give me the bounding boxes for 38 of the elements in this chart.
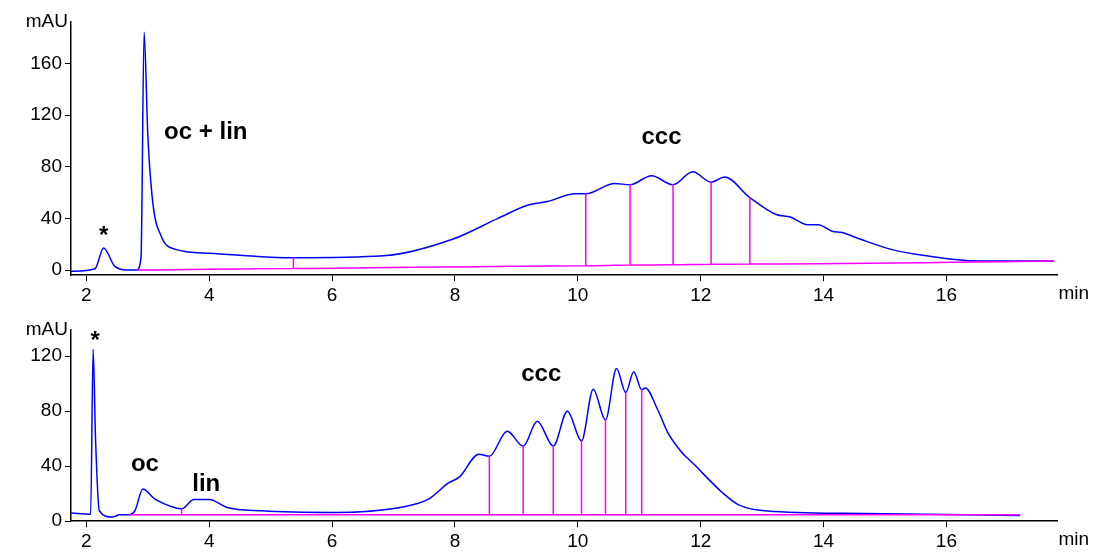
line-series (135, 181, 1055, 271)
annotation: * (90, 325, 101, 353)
x-tick-label: 16 (935, 529, 957, 551)
y-tick-label: 160 (30, 51, 62, 73)
x-tick-label: 6 (326, 529, 338, 551)
line-series (128, 389, 1021, 516)
y-tick-label: 120 (30, 344, 62, 366)
y-tick-label: 80 (40, 154, 62, 176)
x-tick-label: 8 (449, 529, 461, 551)
x-tick-label: 6 (326, 283, 338, 305)
annotation: oc + lin (164, 117, 248, 145)
x-tick-label: 14 (812, 529, 835, 551)
x-tick-label: 8 (449, 283, 461, 305)
y-tick-label: 40 (40, 454, 62, 476)
y-tick-label: 40 (40, 206, 62, 228)
annotation: ccc (641, 122, 682, 150)
x-tick-label: 4 (203, 529, 215, 551)
y-tick-label: 80 (40, 399, 62, 421)
y-axis-title: mAU (25, 318, 68, 340)
x-tick-label: 12 (690, 529, 712, 551)
x-axis-title: min (1058, 281, 1089, 303)
x-tick-label: 4 (203, 283, 215, 305)
y-tick-label: 0 (51, 509, 62, 531)
x-tick-label: 2 (81, 529, 92, 551)
x-tick-label: 10 (567, 283, 589, 305)
y-tick-label: 0 (51, 258, 62, 280)
annotation: lin (192, 469, 221, 497)
x-axis-title: min (1058, 527, 1089, 549)
y-tick-label: 120 (30, 103, 62, 125)
x-tick-label: 2 (81, 283, 92, 305)
annotation: oc (130, 449, 159, 477)
annotation: * (98, 220, 109, 248)
x-tick-label: 12 (690, 283, 712, 305)
x-tick-label: 16 (935, 283, 957, 305)
annotation: ccc (521, 358, 562, 386)
y-axis-title: mAU (25, 10, 68, 32)
x-tick-label: 10 (567, 529, 589, 551)
x-tick-label: 14 (812, 283, 835, 305)
